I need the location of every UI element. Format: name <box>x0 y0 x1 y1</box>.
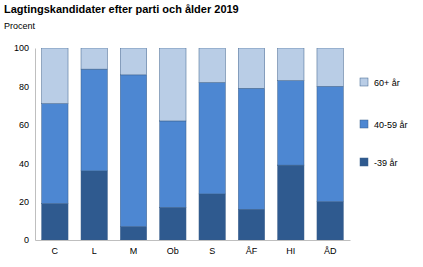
y-axis-line <box>35 49 36 241</box>
bar-segment <box>120 75 146 227</box>
legend-item: 40-59 år <box>360 120 408 130</box>
x-tick-label: S <box>209 246 215 256</box>
subtitle: Procent <box>4 21 36 31</box>
legend-swatch <box>360 120 368 128</box>
bar-segment <box>120 48 146 75</box>
legend-swatch <box>360 158 368 166</box>
x-tick-label: Ob <box>167 246 179 256</box>
legend-item: 60+ år <box>360 78 400 88</box>
bar-segment <box>238 88 264 209</box>
y-tick-label: 80 <box>19 82 29 92</box>
x-tick: Ob <box>167 240 179 256</box>
y-tick: 20 <box>19 197 35 207</box>
bar-segment <box>238 209 264 240</box>
x-axis-line <box>36 240 351 241</box>
bar-segment <box>317 48 343 86</box>
bar-segment <box>278 81 304 165</box>
bar-segment <box>199 48 225 83</box>
bar-segment <box>317 202 343 240</box>
bar-segment <box>160 48 186 121</box>
bar-segment <box>199 194 225 240</box>
bar-segment <box>278 165 304 240</box>
x-tick: C <box>52 240 59 256</box>
bar-segment <box>120 227 146 240</box>
y-tick: 80 <box>19 82 35 92</box>
y-tick: 40 <box>19 159 35 169</box>
x-tick: M <box>130 240 138 256</box>
bar-segment <box>42 104 68 204</box>
x-tick: HI <box>286 240 295 256</box>
legend-label: 40-59 år <box>374 120 408 130</box>
legend-label: -39 år <box>374 158 398 168</box>
y-tick: 100 <box>14 43 35 53</box>
x-tick: S <box>209 240 215 256</box>
bar-segment <box>278 48 304 81</box>
x-tick-label: ÅF <box>246 246 258 256</box>
title: Lagtingskandidater efter parti och ålder… <box>4 3 239 15</box>
y-tick-label: 100 <box>14 43 29 53</box>
bar-segment <box>199 83 225 194</box>
bar-segment <box>160 207 186 240</box>
x-axis: C L M Ob S ÅF HI ÅD <box>36 240 351 256</box>
legend-label: 60+ år <box>374 78 400 88</box>
legend-swatch <box>360 78 368 86</box>
bar-segment <box>42 48 68 104</box>
y-tick-label: 40 <box>19 159 29 169</box>
bar-segment <box>42 204 68 240</box>
bar-segment <box>81 48 107 69</box>
bar-segment <box>317 86 343 201</box>
bar-segment <box>238 48 264 88</box>
bars <box>42 48 344 240</box>
x-tick: L <box>92 240 97 256</box>
y-tick-label: 0 <box>24 235 29 245</box>
bar-segment <box>81 171 107 240</box>
legend-item: -39 år <box>360 158 398 168</box>
y-tick: 0 <box>24 235 35 245</box>
x-tick-label: ÅD <box>324 246 337 256</box>
x-tick: ÅD <box>324 240 337 256</box>
x-tick-label: C <box>52 246 59 256</box>
y-tick-label: 20 <box>19 197 29 207</box>
y-axis: 0 20 40 60 80 100 <box>14 43 36 245</box>
y-tick-label: 60 <box>19 120 29 130</box>
x-tick-label: L <box>92 246 97 256</box>
bar-segment <box>160 121 186 207</box>
x-tick-label: HI <box>286 246 295 256</box>
x-tick: ÅF <box>246 240 258 256</box>
x-tick-label: M <box>130 246 138 256</box>
plot: 0 20 40 60 80 100 C L M Ob S ÅF HI ÅD <box>14 43 351 256</box>
legend: -39 år 40-59 år 60+ år <box>360 78 408 168</box>
y-tick: 60 <box>19 120 35 130</box>
bar-segment <box>81 69 107 171</box>
chart: Lagtingskandidater efter parti och ålder… <box>0 0 423 267</box>
